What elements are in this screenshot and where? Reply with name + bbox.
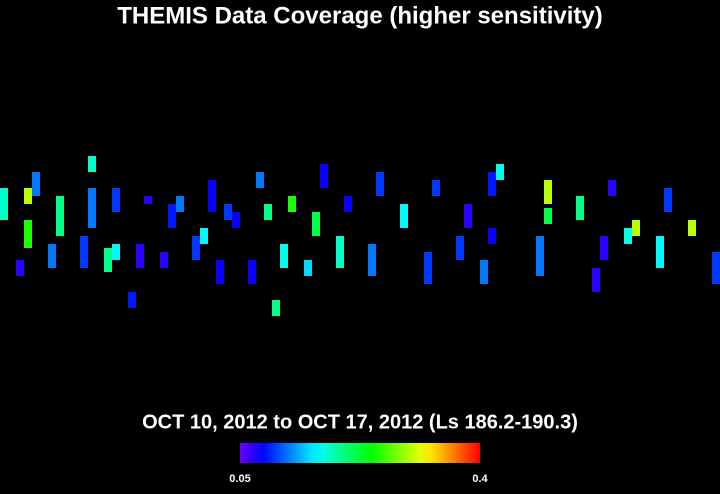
colorbar xyxy=(240,443,480,463)
coverage-cell xyxy=(544,208,552,224)
coverage-cell xyxy=(536,236,544,276)
coverage-cell xyxy=(712,252,720,284)
coverage-cell xyxy=(664,188,672,212)
coverage-cell xyxy=(208,180,216,212)
coverage-cell xyxy=(192,236,200,260)
coverage-cell xyxy=(320,164,328,188)
coverage-cell xyxy=(104,248,112,272)
coverage-cell xyxy=(56,196,64,236)
coverage-cell xyxy=(0,188,8,220)
coverage-cell xyxy=(256,172,264,188)
coverage-cell xyxy=(32,172,40,196)
coverage-cell xyxy=(632,220,640,236)
coverage-cell xyxy=(608,180,616,196)
coverage-cell xyxy=(144,196,152,204)
coverage-cell xyxy=(272,300,280,316)
coverage-cell xyxy=(592,268,600,292)
coverage-cell xyxy=(424,252,432,284)
coverage-cell xyxy=(24,220,32,248)
coverage-cell xyxy=(656,236,664,268)
coverage-cell xyxy=(112,188,120,212)
coverage-cell xyxy=(400,204,408,228)
coverage-cell xyxy=(16,260,24,276)
coverage-cell xyxy=(136,244,144,268)
coverage-cell xyxy=(376,172,384,196)
coverage-cell xyxy=(216,260,224,284)
coverage-cell xyxy=(288,196,296,212)
coverage-cell xyxy=(224,204,232,220)
coverage-cell xyxy=(200,228,208,244)
coverage-cell xyxy=(160,252,168,268)
coverage-cell xyxy=(432,180,440,196)
chart-subtitle: OCT 10, 2012 to OCT 17, 2012 (Ls 186.2-1… xyxy=(142,411,578,433)
coverage-cell xyxy=(456,236,464,260)
coverage-cell xyxy=(368,244,376,276)
coverage-cell xyxy=(128,292,136,308)
coverage-cell xyxy=(80,236,88,268)
coverage-cell xyxy=(496,164,504,180)
coverage-cell xyxy=(248,260,256,284)
coverage-cell xyxy=(168,204,176,228)
colorbar-tick-label: 0.4 xyxy=(472,473,488,485)
coverage-cell xyxy=(304,260,312,276)
coverage-cell xyxy=(336,236,344,268)
coverage-cell xyxy=(312,212,320,236)
coverage-cell xyxy=(264,204,272,220)
coverage-cell xyxy=(624,228,632,244)
coverage-cell xyxy=(232,212,240,228)
coverage-cell xyxy=(88,156,96,172)
coverage-cell xyxy=(576,196,584,220)
colorbar-tick-label: 0.05 xyxy=(229,473,250,485)
coverage-cell xyxy=(600,236,608,260)
coverage-cell xyxy=(48,244,56,268)
coverage-cell xyxy=(112,244,120,260)
coverage-cell xyxy=(176,196,184,212)
coverage-cell xyxy=(464,204,472,228)
coverage-cell xyxy=(88,188,96,228)
coverage-cell xyxy=(488,172,496,196)
chart-title: THEMIS Data Coverage (higher sensitivity… xyxy=(117,2,602,29)
coverage-cell xyxy=(488,228,496,244)
coverage-cell xyxy=(688,220,696,236)
coverage-cell xyxy=(280,244,288,268)
coverage-cell xyxy=(24,188,32,204)
coverage-cell xyxy=(544,180,552,204)
coverage-cell xyxy=(344,196,352,212)
coverage-cell xyxy=(480,260,488,284)
